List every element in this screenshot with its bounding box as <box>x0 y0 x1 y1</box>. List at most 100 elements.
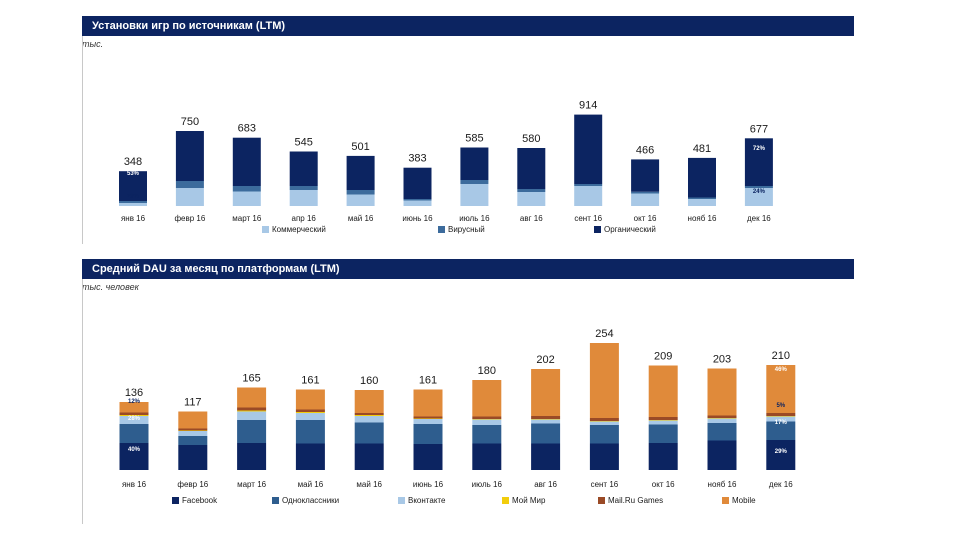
total-label-10: 203 <box>713 354 731 366</box>
bar-segment-одноклассники-9 <box>648 424 678 443</box>
x-tick-label-6: июль 16 <box>459 214 490 223</box>
bar-segment-органический-9 <box>631 159 660 192</box>
bar-segment-коммерческий-2 <box>232 191 261 206</box>
bar-segment-коммерческий-0 <box>119 203 147 206</box>
bar-segment-mail-ru-games-2 <box>237 407 267 411</box>
bar-segment-mobile-0 <box>119 402 149 413</box>
bar-segment-mobile-6 <box>472 380 502 417</box>
x-tick-label-4: май 16 <box>356 480 382 489</box>
total-label-3: 161 <box>301 375 319 387</box>
legend-swatch-0 <box>172 497 179 504</box>
bar-segment-facebook-11 <box>766 440 796 470</box>
total-label-11: 677 <box>750 123 768 135</box>
legend-label-0: Facebook <box>182 496 218 505</box>
dau-chart: 136 янв 16 117 февр 16 165 март 16 161 май 16 16… <box>119 328 796 505</box>
x-tick-label-8: сент 16 <box>591 480 619 489</box>
bar-segment-facebook-10 <box>707 440 737 470</box>
bar-segment-вконтакте-4 <box>354 416 384 423</box>
bar-segment-facebook-2 <box>237 443 267 470</box>
bar-segment-органический-0 <box>119 171 147 201</box>
total-label-1: 750 <box>181 116 199 128</box>
bar-segment-мой-мир-2 <box>237 410 267 412</box>
bar-segment-мой-мир-9 <box>648 420 678 421</box>
bar-segment-органический-1 <box>175 131 204 181</box>
x-tick-label-5: июнь 16 <box>413 480 444 489</box>
installs-panel: Установки игр по источникам (LTM) тыс. 3… <box>82 16 854 244</box>
bar-segment-одноклассники-5 <box>413 424 443 444</box>
bar-segment-одноклассники-0 <box>119 424 149 443</box>
bar-segment-органический-4 <box>346 155 375 190</box>
bar-segment-mail-ru-games-8 <box>589 418 619 421</box>
percent-annotation-6: 17% <box>775 420 788 426</box>
bar-segment-вирусный-5 <box>403 199 432 201</box>
total-label-7: 202 <box>536 354 554 366</box>
bar-segment-mobile-5 <box>413 389 443 417</box>
bar-segment-одноклассники-11 <box>766 421 796 440</box>
bar-segment-facebook-6 <box>472 443 502 470</box>
bar-segment-коммерческий-10 <box>688 199 716 206</box>
legend-swatch-5 <box>722 497 729 504</box>
installs-chart: 348 янв 16 750 февр 16 683 март 16 545 апр 16 50… <box>119 100 773 234</box>
legend-label-1: Одноклассники <box>282 496 339 505</box>
bar-segment-вконтакте-5 <box>413 419 443 424</box>
percent-annotation-1: 29% <box>127 194 140 200</box>
legend-label-2: Органический <box>604 225 656 234</box>
total-label-9: 466 <box>636 144 654 156</box>
total-label-10: 481 <box>693 143 711 155</box>
dau-divider <box>82 279 83 524</box>
bar-segment-одноклассники-2 <box>237 420 267 443</box>
bar-segment-коммерческий-1 <box>175 188 204 206</box>
x-tick-label-11: дек 16 <box>769 480 793 489</box>
bar-segment-одноклассники-10 <box>707 423 737 441</box>
percent-annotation-7: 29% <box>775 449 788 455</box>
bar-segment-мой-мир-10 <box>707 418 737 419</box>
bar-segment-одноклассники-3 <box>295 420 325 444</box>
bar-segment-mail-ru-games-7 <box>531 416 561 419</box>
bar-segment-мой-мир-7 <box>531 419 561 420</box>
bar-segment-одноклассники-6 <box>472 425 502 444</box>
legend-label-5: Mobile <box>732 496 756 505</box>
x-tick-label-9: окт 16 <box>652 480 675 489</box>
bar-segment-коммерческий-11 <box>744 188 773 206</box>
percent-annotation-2: 72% <box>753 146 766 152</box>
total-label-11: 210 <box>772 350 790 362</box>
bar-segment-органический-7 <box>517 148 546 189</box>
bar-segment-facebook-0 <box>119 443 149 470</box>
legend-label-3: Мой Мир <box>512 496 546 505</box>
bar-segment-мой-мир-0 <box>119 415 149 416</box>
bar-segment-вирусный-2 <box>232 186 261 192</box>
x-tick-label-7: авг 16 <box>534 480 557 489</box>
percent-annotation-5: 5% <box>776 403 785 409</box>
bar-segment-мой-мир-8 <box>589 421 619 422</box>
bar-segment-вирусный-0 <box>119 201 147 203</box>
legend-label-4: Mail.Ru Games <box>608 496 663 505</box>
x-tick-label-1: февр 16 <box>177 480 208 489</box>
total-label-0: 348 <box>124 156 142 168</box>
bar-segment-мой-мир-3 <box>295 412 325 413</box>
total-label-9: 209 <box>654 351 672 363</box>
bar-segment-вирусный-10 <box>688 197 716 199</box>
bar-segment-коммерческий-4 <box>346 194 375 206</box>
x-tick-label-1: февр 16 <box>174 214 205 223</box>
installs-divider <box>82 36 83 244</box>
bar-segment-вирусный-9 <box>631 191 660 194</box>
x-tick-label-10: нояб 16 <box>708 480 737 489</box>
x-tick-label-8: сент 16 <box>574 214 602 223</box>
total-label-2: 165 <box>242 373 260 385</box>
total-label-8: 914 <box>579 100 597 112</box>
percent-annotation-4: 46% <box>775 367 788 373</box>
bar-segment-mail-ru-games-0 <box>119 412 149 415</box>
legend-swatch-2 <box>594 226 601 233</box>
bar-segment-facebook-3 <box>295 443 325 470</box>
total-label-1: 117 <box>184 397 202 409</box>
total-label-6: 585 <box>465 133 483 145</box>
percent-annotation-0: 8% <box>130 385 139 391</box>
x-tick-label-3: апр 16 <box>292 214 317 223</box>
bar-segment-мой-мир-5 <box>413 418 443 419</box>
percent-annotation-3: 24% <box>753 189 766 195</box>
bar-segment-органический-3 <box>289 151 318 186</box>
bar-segment-коммерческий-7 <box>517 192 546 206</box>
bar-segment-вконтакте-10 <box>707 418 737 423</box>
percent-annotation-1: 12% <box>128 399 141 405</box>
bar-segment-вконтакте-7 <box>531 419 561 424</box>
